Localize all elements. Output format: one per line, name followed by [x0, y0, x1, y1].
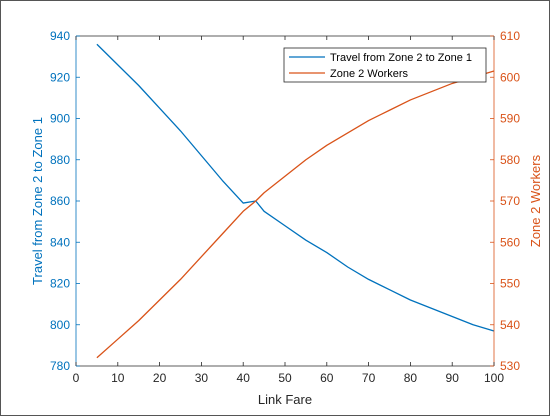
- x-tick-label: 50: [278, 371, 292, 385]
- y-right-tick-label: 600: [500, 70, 520, 84]
- ticks-layer: 0 10 20 30 40 50 60 70 80 90 100 780 800 820 840 860 880…: [50, 29, 520, 385]
- y-right-tick-label: 590: [500, 112, 520, 126]
- y-left-tick-label: 780: [50, 359, 70, 373]
- y-right-tick-label: 530: [500, 359, 520, 373]
- series-line-0: [96, 43, 495, 332]
- x-tick-label: 10: [111, 371, 125, 385]
- x-tick-label: 20: [153, 371, 167, 385]
- x-tick-label: 0: [73, 371, 80, 385]
- y-left-tick-label: 880: [50, 153, 70, 167]
- legend-entry-travel: Travel from Zone 2 to Zone 1: [330, 52, 472, 64]
- y-axis-right-label: Zone 2 Workers: [528, 154, 543, 247]
- y-axis-left-label: Travel from Zone 2 to Zone 1: [30, 117, 45, 285]
- y-left-tick-label: 900: [50, 112, 70, 126]
- legend-entry-workers: Zone 2 Workers: [330, 68, 409, 80]
- y-left-tick-label: 800: [50, 318, 70, 332]
- legend: Travel from Zone 2 to Zone 1 Zone 2 Work…: [283, 47, 487, 83]
- legend-box: [283, 47, 487, 83]
- plot-area: [76, 36, 494, 366]
- x-tick-label: 40: [237, 371, 251, 385]
- series-line-1: [96, 70, 495, 359]
- y-right-tick-label: 610: [500, 29, 520, 43]
- y-right-tick-label: 580: [500, 153, 520, 167]
- x-tick-label: 70: [362, 371, 376, 385]
- y-left-tick-label: 820: [50, 277, 70, 291]
- x-tick-label: 90: [446, 371, 460, 385]
- x-axis-label: Link Fare: [258, 392, 312, 407]
- x-tick-label: 80: [404, 371, 418, 385]
- x-tick-label: 100: [484, 371, 504, 385]
- x-tick-label: 30: [195, 371, 209, 385]
- series-layer: [96, 43, 495, 359]
- y-right-tick-label: 540: [500, 318, 520, 332]
- y-right-tick-label: 550: [500, 277, 520, 291]
- y-left-tick-label: 860: [50, 194, 70, 208]
- y-left-tick-label: 940: [50, 29, 70, 43]
- x-tick-label: 60: [320, 371, 334, 385]
- y-right-tick-label: 560: [500, 235, 520, 249]
- y-left-tick-label: 840: [50, 235, 70, 249]
- y-left-tick-label: 920: [50, 70, 70, 84]
- y-right-tick-label: 570: [500, 194, 520, 208]
